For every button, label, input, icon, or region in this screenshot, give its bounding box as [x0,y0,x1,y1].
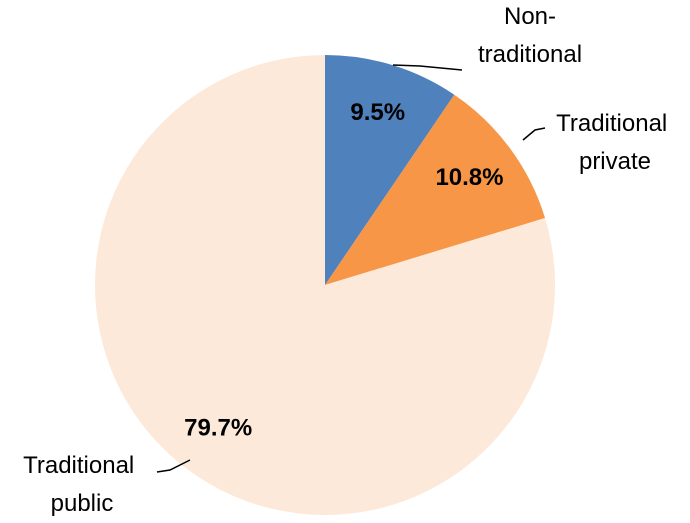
value-label: 9.5% [350,99,405,126]
pie-slice [325,55,455,285]
label-line: Non- [504,3,556,30]
label-line: public [51,490,114,517]
label-line: private [579,148,651,175]
category-label: Traditional public [23,452,141,517]
pie-slice [325,94,546,285]
label-line: traditional [478,41,582,68]
value-label: 79.7% [184,414,252,441]
category-label: Non-traditional [478,3,582,68]
label-line: Traditional [23,452,141,479]
leader-line [156,459,191,473]
category-label: Traditional private [556,110,674,175]
leader-line [392,64,463,71]
value-label: 10.8% [435,164,503,191]
pie-slice [94,55,556,515]
leader-line [522,127,546,141]
label-line: Traditional [556,110,674,137]
